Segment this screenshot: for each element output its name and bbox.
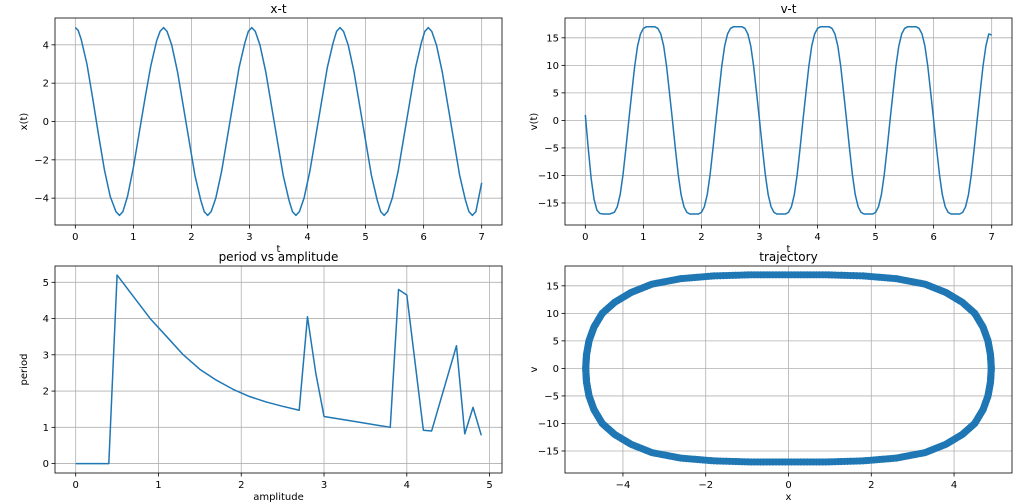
chart-period-xtick-label: 2 bbox=[238, 480, 244, 491]
chart-period-frame bbox=[54, 265, 503, 474]
chart-vt-ytick-label: 5 bbox=[553, 88, 559, 99]
chart-period-title: period vs amplitude bbox=[219, 250, 339, 264]
chart-vt-xtick-label: 0 bbox=[582, 232, 588, 243]
chart-period-ylabel: period bbox=[19, 354, 30, 386]
chart-trajectory-ytick-label: −15 bbox=[538, 446, 559, 457]
chart-trajectory-ytick-label: −5 bbox=[544, 391, 559, 402]
chart-xt-xtick-label: 3 bbox=[246, 232, 252, 243]
chart-vt-xtick-label: 1 bbox=[640, 232, 646, 243]
chart-period-ytick-label: 2 bbox=[43, 387, 49, 398]
chart-period-ytick-label: 3 bbox=[43, 350, 49, 361]
chart-vt-ytick-label: −15 bbox=[538, 198, 559, 209]
chart-period-ytick-label: 1 bbox=[43, 423, 49, 434]
chart-xt-ytick-label: 4 bbox=[43, 40, 49, 51]
chart-trajectory-xtick-label: −2 bbox=[698, 480, 713, 491]
chart-trajectory-point bbox=[582, 365, 590, 374]
chart-vt-xlabel: t bbox=[787, 244, 791, 255]
chart-xt-ytick-label: 2 bbox=[43, 79, 49, 90]
chart-vt-ytick-label: 10 bbox=[546, 61, 559, 72]
chart-vt-xtick-label: 7 bbox=[988, 232, 994, 243]
chart-vt-series-line bbox=[584, 26, 992, 215]
chart-vt-ytick-label: −10 bbox=[538, 171, 559, 182]
chart-trajectory-ytick-label: 10 bbox=[546, 309, 559, 320]
chart-period-xtick-label: 4 bbox=[404, 480, 410, 491]
chart-vt-ytick-label: 15 bbox=[546, 33, 559, 44]
chart-trajectory-ytick-label: 15 bbox=[546, 281, 559, 292]
chart-trajectory-ytick-label: 0 bbox=[553, 364, 559, 375]
chart-vt-ytick-label: 0 bbox=[553, 116, 559, 127]
chart-xt-ytick-label: 0 bbox=[43, 117, 49, 128]
chart-vt-xtick-label: 4 bbox=[814, 232, 820, 243]
chart-trajectory-ylabel: v bbox=[529, 366, 540, 372]
chart-xt-xtick-label: 1 bbox=[130, 232, 136, 243]
chart-period-ytick-label: 0 bbox=[43, 459, 49, 470]
chart-xt-xtick-label: 6 bbox=[420, 232, 426, 243]
chart-period-xtick-label: 0 bbox=[73, 480, 79, 491]
chart-xt-xtick-label: 2 bbox=[188, 232, 194, 243]
chart-trajectory-xtick-label: 4 bbox=[951, 480, 957, 491]
chart-vt-ytick-label: −5 bbox=[544, 143, 559, 154]
chart-trajectory-xlabel: x bbox=[786, 492, 792, 502]
chart-xt-xtick-label: 4 bbox=[304, 232, 310, 243]
chart-vt-xtick-label: 6 bbox=[930, 232, 936, 243]
chart-vt-xtick-label: 5 bbox=[872, 232, 878, 243]
chart-trajectory-title: trajectory bbox=[759, 250, 817, 264]
chart-vt-frame bbox=[564, 17, 1013, 226]
chart-period-xtick-label: 3 bbox=[321, 480, 327, 491]
chart-xt-ytick-label: −4 bbox=[34, 194, 49, 205]
chart-period-ytick-label: 4 bbox=[43, 314, 49, 325]
chart-period-xlabel: amplitude bbox=[253, 492, 304, 502]
chart-trajectory-ytick-label: 5 bbox=[553, 336, 559, 347]
chart-xt-xtick-label: 5 bbox=[362, 232, 368, 243]
chart-vt-xtick-label: 3 bbox=[756, 232, 762, 243]
chart-trajectory-ytick-label: −10 bbox=[538, 419, 559, 430]
chart-xt-ytick-label: −2 bbox=[34, 155, 49, 166]
chart-xt-xlabel: t bbox=[277, 244, 281, 255]
chart-period-xtick-label: 1 bbox=[155, 480, 161, 491]
chart-period-ytick-label: 5 bbox=[43, 278, 49, 289]
chart-xt-xtick-label: 0 bbox=[72, 232, 78, 243]
chart-trajectory-xtick-label: −4 bbox=[616, 480, 631, 491]
chart-xt-ylabel: x(t) bbox=[19, 113, 30, 131]
chart-xt-xtick-label: 7 bbox=[478, 232, 484, 243]
chart-period-xtick-label: 5 bbox=[486, 480, 492, 491]
chart-trajectory-xtick-label: 0 bbox=[785, 480, 791, 491]
chart-vt-ylabel: v(t) bbox=[529, 113, 540, 131]
chart-xt-series-line bbox=[74, 26, 483, 217]
chart-xt-title: x-t bbox=[270, 2, 286, 16]
chart-period-series-line bbox=[75, 274, 483, 465]
chart-trajectory-xtick-label: 2 bbox=[868, 480, 874, 491]
chart-vt-title: v-t bbox=[781, 2, 797, 16]
chart-vt-xtick-label: 2 bbox=[698, 232, 704, 243]
